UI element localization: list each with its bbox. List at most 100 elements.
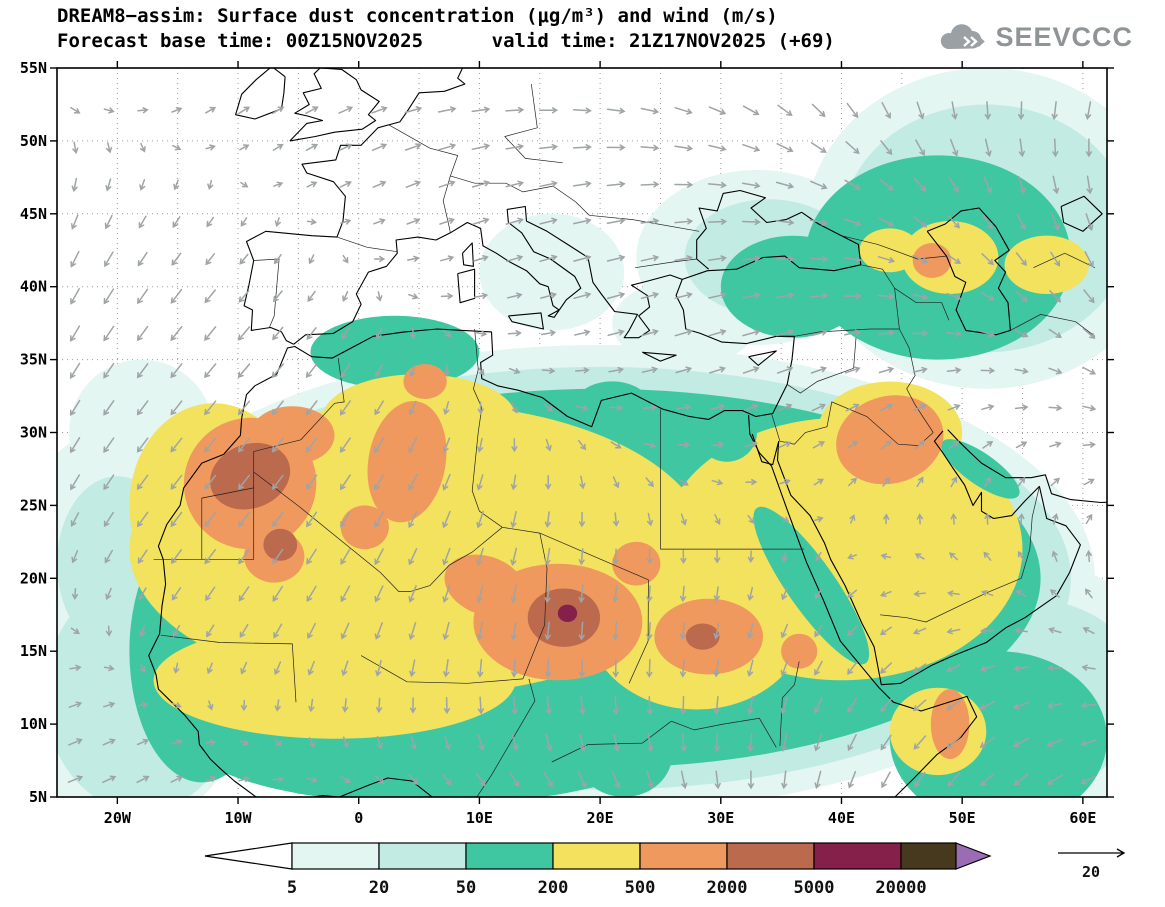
wind-arrow <box>815 551 822 562</box>
wind-arrow <box>776 143 794 153</box>
wind-arrow <box>305 363 318 379</box>
wind-arrow <box>843 292 862 300</box>
country-border <box>201 487 254 560</box>
dust-region-level_50_200 <box>720 235 866 338</box>
dust-region-level_200_500 <box>859 228 920 273</box>
wind-arrow <box>105 142 113 154</box>
wind-arrow <box>69 664 82 671</box>
wind-arrow <box>811 103 826 118</box>
wind-arrow <box>843 256 862 263</box>
wind-arrow <box>305 437 318 453</box>
wind-arrow <box>505 143 525 150</box>
coastline <box>235 68 286 120</box>
country-border <box>336 236 398 253</box>
wind-arrow <box>916 476 924 488</box>
wind-arrow <box>572 107 592 114</box>
wind-arrow <box>271 437 284 453</box>
wind-arrow <box>844 329 862 336</box>
wind-arrow <box>338 143 353 152</box>
wind-arrow <box>810 142 827 153</box>
wind-arrow <box>1080 739 1097 747</box>
wind-arrow <box>916 513 924 525</box>
wind-arrow <box>442 473 451 491</box>
wind-arrow <box>409 659 416 678</box>
wind-arrow <box>948 440 960 450</box>
wind-arrow <box>540 329 557 337</box>
wind-arrow <box>340 585 351 603</box>
colorbar-band <box>639 842 728 870</box>
wind-arrow <box>545 733 553 752</box>
dust-region-level_500_2000 <box>930 689 970 760</box>
wind-arrow <box>539 217 558 225</box>
wind-arrow <box>409 327 417 340</box>
x-axis-tick-label: 60E <box>1069 809 1096 827</box>
wind-arrow <box>474 330 488 337</box>
wind-arrow <box>979 665 995 672</box>
wind-arrow <box>747 550 755 564</box>
wind-arrow <box>510 584 517 604</box>
wind-arrow <box>646 658 653 678</box>
wind-arrow <box>308 737 315 749</box>
wind-arrow <box>170 511 183 528</box>
colorbar-band <box>465 842 554 870</box>
country-border <box>1033 252 1096 269</box>
wind-arrow <box>645 477 654 488</box>
wind-arrow <box>340 218 352 225</box>
wind-arrow <box>306 511 318 528</box>
wind-arrow <box>339 181 352 188</box>
wind-arrow <box>237 326 251 341</box>
wind-arrow <box>104 251 114 268</box>
wind-arrow <box>747 623 754 640</box>
wind-arrow <box>136 437 149 453</box>
coastline <box>1060 195 1103 232</box>
wind-arrow <box>747 586 754 602</box>
wind-arrow <box>775 181 795 189</box>
country-border <box>589 214 700 232</box>
colorbar-labels: 5 20 50 200 500 2000 5000 20000 <box>287 878 927 898</box>
wind-arrow <box>70 474 81 491</box>
wind-arrow <box>640 291 660 300</box>
wind-arrow <box>913 403 927 412</box>
colorbar-label: 5000 <box>794 878 835 898</box>
wind-arrow <box>375 659 382 677</box>
wind-arrow <box>578 658 586 678</box>
wind-arrow <box>477 734 485 751</box>
wind-arrow <box>1018 512 1025 525</box>
wind-arrow <box>540 292 557 299</box>
wind-arrow <box>139 663 146 674</box>
wind-arrow <box>572 180 592 188</box>
wind-arrow <box>914 440 926 450</box>
wind-arrow <box>714 514 721 526</box>
wind-arrow <box>880 440 892 450</box>
wind-arrow <box>505 106 525 114</box>
wind-arrow <box>71 177 78 193</box>
wind-arrow <box>475 772 486 787</box>
coastline <box>751 433 780 466</box>
wind-arrow <box>476 510 484 529</box>
wind-arrow <box>643 442 657 449</box>
dust-region-corridors_50_200 <box>753 506 870 665</box>
wind-arrow <box>678 478 689 486</box>
wind-arrow <box>374 585 384 603</box>
dust-region-level_500_2000 <box>403 364 447 399</box>
wind-arrow <box>984 512 991 525</box>
wind-arrow <box>1084 251 1094 268</box>
cloud-shape <box>941 24 982 50</box>
wind-arrow <box>878 217 895 227</box>
wind-arrow <box>238 586 250 602</box>
country-border <box>779 401 934 446</box>
wind-arrow <box>407 255 420 262</box>
wind-arrow <box>847 625 858 637</box>
wind-arrow <box>471 180 491 188</box>
coastline <box>696 189 862 270</box>
wind-arrow <box>915 139 925 157</box>
wind-arrow <box>476 474 484 491</box>
wind-arrow <box>404 106 423 114</box>
wind-arrow <box>1014 329 1029 338</box>
wind-arrow <box>272 776 285 783</box>
wind-arrow <box>780 660 789 677</box>
wind-arrow <box>606 181 626 188</box>
wind-arrow <box>1082 627 1095 635</box>
wind-arrow <box>879 403 894 412</box>
